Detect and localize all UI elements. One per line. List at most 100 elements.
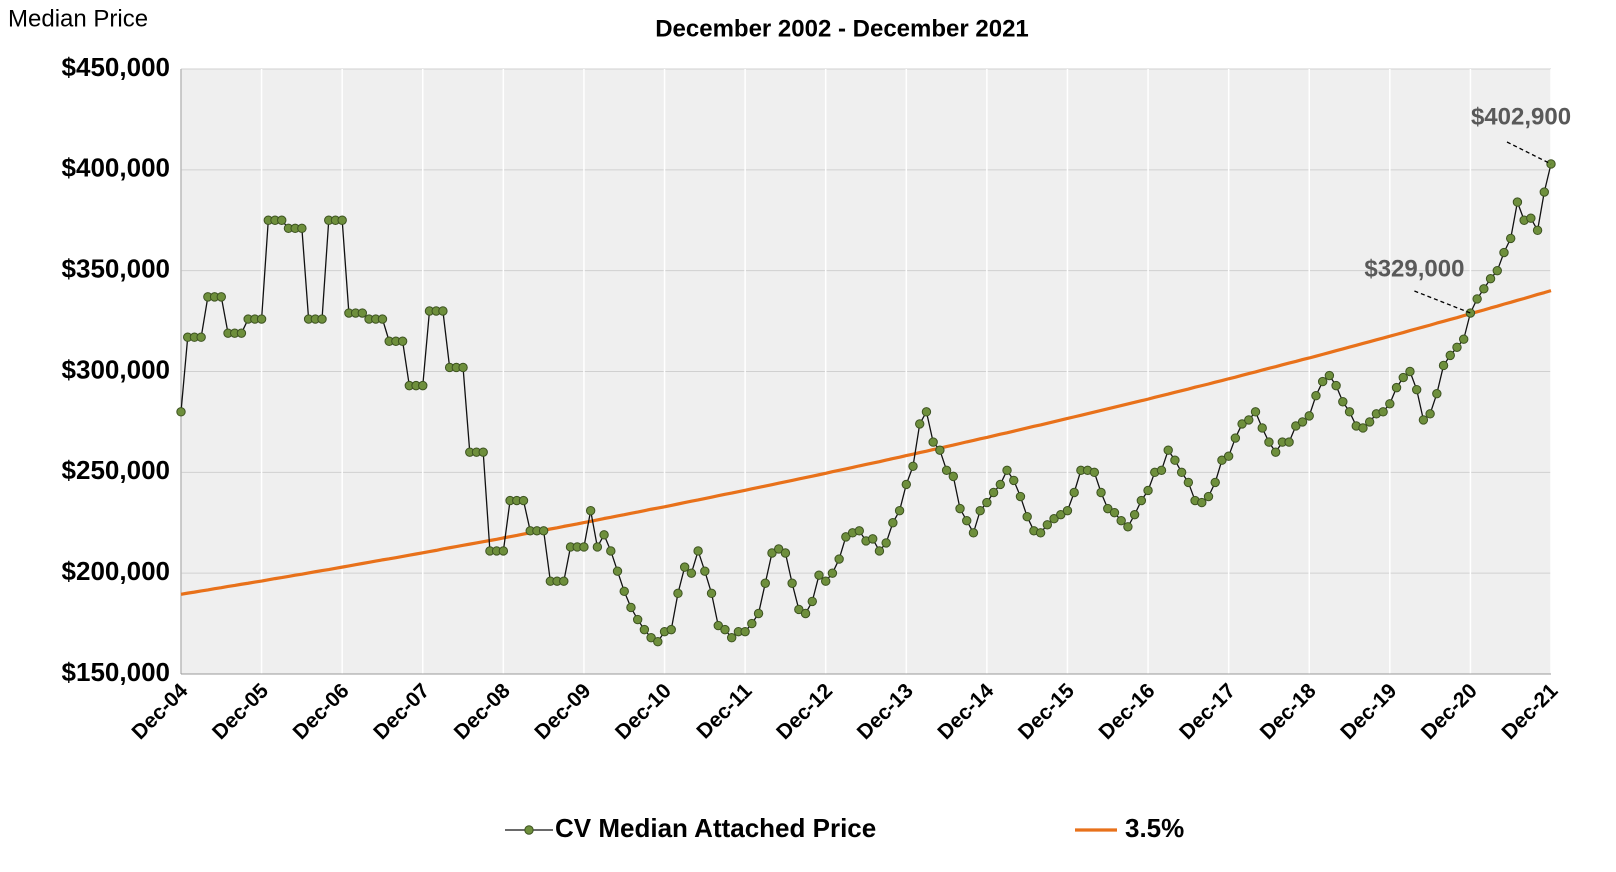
x-tick-label: Dec-13 xyxy=(853,679,918,744)
marker xyxy=(1170,455,1180,465)
marker xyxy=(579,542,589,552)
marker xyxy=(1062,505,1073,516)
x-tick-label: Dec-17 xyxy=(1175,679,1240,744)
marker xyxy=(357,308,368,318)
marker xyxy=(1438,360,1449,371)
series-line xyxy=(180,289,1552,596)
marker xyxy=(988,487,999,498)
marker xyxy=(1344,407,1355,417)
marker xyxy=(827,568,838,578)
marker xyxy=(982,497,992,508)
marker xyxy=(1109,507,1120,518)
marker xyxy=(814,570,824,580)
x-tick-label: Dec-05 xyxy=(208,679,273,744)
y-tick-label: $400,000 xyxy=(62,153,170,183)
marker xyxy=(337,215,347,225)
marker xyxy=(1405,366,1415,377)
marker xyxy=(841,532,851,542)
marker xyxy=(196,332,206,342)
marker xyxy=(679,562,690,572)
marker xyxy=(1385,399,1395,409)
marker xyxy=(1035,528,1046,538)
marker xyxy=(1479,284,1489,294)
marker xyxy=(397,336,408,346)
marker xyxy=(1539,187,1549,197)
marker xyxy=(1009,475,1019,486)
x-tick-label: Dec-09 xyxy=(530,679,595,744)
marker xyxy=(673,588,683,599)
marker xyxy=(1176,467,1187,478)
marker xyxy=(1506,233,1516,244)
marker xyxy=(1015,491,1026,502)
marker xyxy=(599,530,609,540)
marker xyxy=(901,479,911,490)
marker xyxy=(1002,465,1012,476)
marker xyxy=(693,546,703,556)
marker xyxy=(1129,509,1140,520)
marker xyxy=(767,548,777,558)
marker xyxy=(377,314,388,324)
marker xyxy=(1512,197,1523,207)
marker xyxy=(888,518,898,528)
marker xyxy=(787,578,797,588)
marker xyxy=(921,407,932,417)
marker xyxy=(1378,407,1388,417)
x-tick-label: Dec-19 xyxy=(1336,679,1401,744)
chart-title: December 2002 - December 2021 xyxy=(655,15,1029,42)
marker xyxy=(1197,497,1207,508)
marker xyxy=(1203,491,1214,502)
marker xyxy=(968,528,979,538)
marker xyxy=(666,624,676,635)
marker xyxy=(1056,509,1066,520)
marker xyxy=(518,495,529,506)
data-label: $402,900 xyxy=(1471,103,1571,130)
marker xyxy=(1291,421,1301,431)
legend-label: CV Median Attached Price xyxy=(555,813,876,843)
y-axis-label: Median Price xyxy=(8,5,148,32)
marker xyxy=(1425,409,1435,419)
marker xyxy=(760,578,770,588)
marker xyxy=(1331,380,1341,391)
legend-label: 3.5% xyxy=(1125,813,1184,843)
marker xyxy=(1358,423,1368,433)
marker xyxy=(915,419,925,429)
marker xyxy=(720,624,730,635)
marker xyxy=(297,223,307,234)
marker xyxy=(834,554,844,564)
marker xyxy=(1210,477,1220,488)
marker xyxy=(458,362,468,373)
x-tick-label: Dec-20 xyxy=(1417,679,1482,744)
marker xyxy=(1324,370,1335,381)
y-tick-label: $350,000 xyxy=(62,254,170,284)
marker xyxy=(592,542,603,552)
y-tick-label: $200,000 xyxy=(62,556,170,586)
marker xyxy=(1458,334,1469,344)
marker xyxy=(935,445,945,455)
marker xyxy=(740,626,750,637)
marker xyxy=(1183,477,1194,488)
marker xyxy=(800,608,811,619)
marker xyxy=(498,546,509,556)
marker xyxy=(1244,415,1254,425)
y-tick-label: $300,000 xyxy=(62,354,170,384)
marker xyxy=(1311,391,1321,401)
marker xyxy=(1022,512,1032,522)
marker xyxy=(1492,265,1502,276)
marker xyxy=(1532,225,1543,236)
marker xyxy=(1304,411,1314,421)
marker xyxy=(1143,485,1153,496)
marker xyxy=(236,328,247,338)
x-tick-label: Dec-10 xyxy=(611,679,676,744)
marker xyxy=(1485,274,1496,284)
marker xyxy=(1237,419,1247,429)
marker xyxy=(1250,407,1261,417)
marker xyxy=(713,620,723,631)
marker xyxy=(1103,503,1113,514)
marker xyxy=(706,588,717,599)
marker xyxy=(538,526,549,536)
marker xyxy=(941,465,952,476)
x-tick-label: Dec-16 xyxy=(1095,679,1160,744)
marker xyxy=(1257,423,1267,433)
marker xyxy=(700,566,710,576)
marker xyxy=(1338,397,1348,407)
